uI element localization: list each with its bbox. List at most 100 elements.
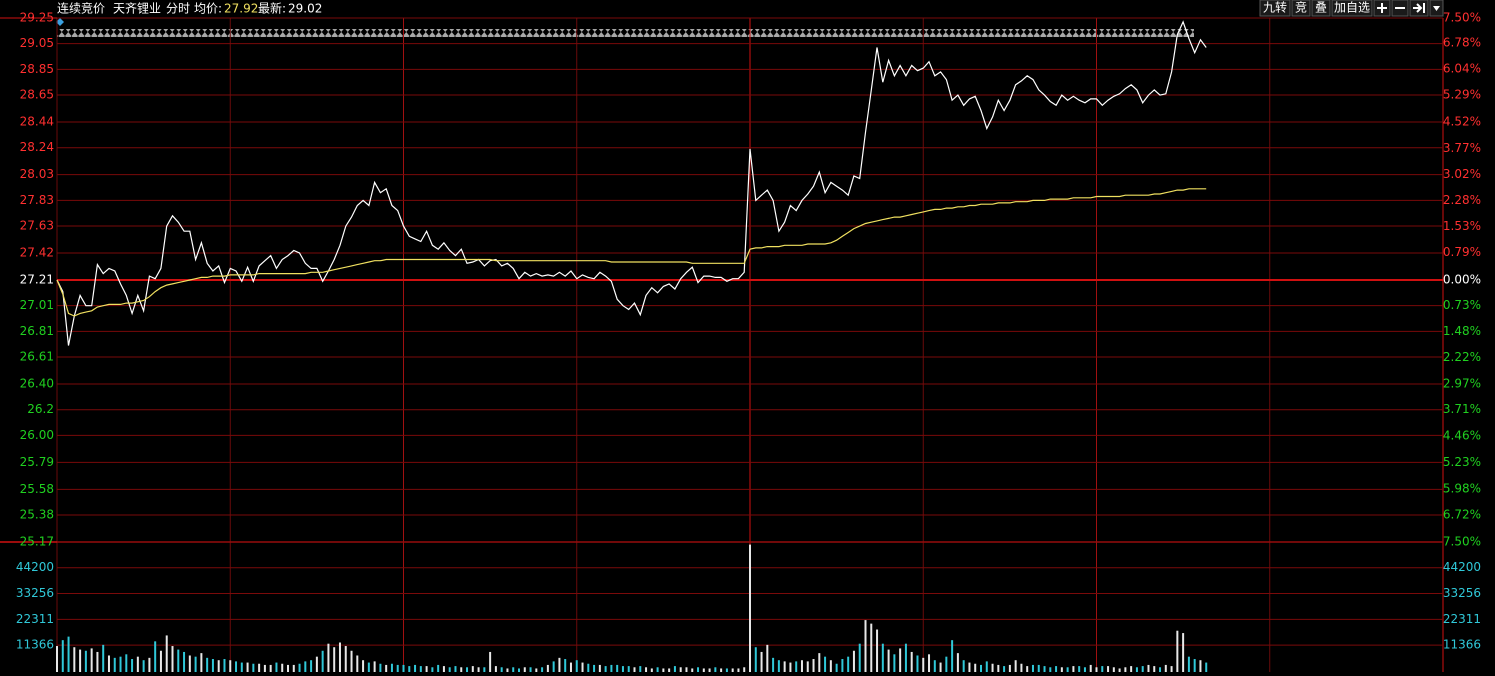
y2-tick-label: 2.97% — [1443, 376, 1481, 390]
volume-bar — [818, 653, 821, 672]
volume-bar — [1112, 667, 1115, 672]
volume-bar — [263, 664, 266, 672]
mode: 连续竞价 — [57, 1, 105, 16]
avg-price: 27.92 — [224, 2, 258, 16]
volume-bar — [899, 648, 902, 672]
volume-bar — [315, 656, 318, 672]
volume-bar — [281, 663, 284, 672]
volume-bar — [408, 666, 411, 672]
y-tick-label: 26.61 — [20, 350, 54, 364]
volume-bar — [500, 667, 503, 672]
y2-tick-label: 5.98% — [1443, 481, 1481, 495]
volume-bar — [390, 663, 393, 672]
volume-bar — [673, 666, 676, 672]
volume-tick-label: 44200 — [16, 560, 54, 574]
y-tick-label: 27.01 — [20, 298, 54, 312]
volume-bar — [939, 662, 942, 672]
y-tick-label: 28.85 — [20, 62, 54, 76]
volume-bar — [67, 636, 70, 672]
volume-bar — [974, 663, 977, 672]
y2-tick-label: 7.50% — [1443, 535, 1481, 549]
volume-tick-label: 11366 — [1443, 638, 1481, 652]
volume-bar — [980, 664, 982, 672]
header: 连续竞价 天齐锂业 分时 均价: 27.92 最新: 29.02 — [57, 1, 322, 16]
y-tick-label: 27.42 — [20, 246, 54, 260]
volume-bar — [1043, 666, 1046, 672]
volume-bar — [321, 650, 324, 672]
button[interactable]: 九转 — [1259, 0, 1291, 17]
jump-end[interactable] — [1409, 0, 1429, 17]
volume-bar — [84, 650, 87, 672]
y-tick-label: 28.03 — [20, 167, 54, 181]
volume-bar — [148, 657, 151, 672]
y-tick-label: 28.44 — [20, 115, 54, 129]
button-label[interactable]: 竞 — [1295, 1, 1307, 15]
volume-bar — [385, 664, 388, 672]
volume-bar — [835, 663, 838, 672]
toolbar: 九转 竞 叠 加自选 — [1259, 0, 1444, 17]
volume-bar — [945, 656, 948, 672]
volume-bar — [512, 667, 515, 672]
price-line — [56, 188, 1207, 317]
volume-bar — [546, 664, 549, 672]
button-label[interactable]: 加自选 — [1334, 1, 1370, 15]
volume-bar — [847, 656, 850, 672]
volume-bar — [367, 662, 370, 672]
zoom-out[interactable] — [1391, 0, 1409, 17]
y2-tick-label: 2.22% — [1443, 350, 1481, 364]
volume-bar — [240, 662, 243, 672]
y2-tick-label: 6.04% — [1443, 62, 1481, 76]
volume-bar — [541, 667, 544, 672]
volume-bar — [107, 655, 110, 672]
menu[interactable] — [1429, 0, 1444, 17]
volume-bar — [1159, 667, 1162, 672]
volume-bar — [171, 646, 174, 672]
volume-bar — [1193, 659, 1196, 672]
volume-bar — [96, 651, 99, 672]
volume-bar — [1031, 664, 1034, 672]
y2-tick-label: 3.77% — [1443, 141, 1481, 155]
button[interactable]: 叠 — [1311, 0, 1331, 17]
zoom-in[interactable] — [1373, 0, 1391, 17]
volume-bar — [720, 668, 723, 672]
volume-bar — [997, 664, 1000, 672]
volume-bar — [1170, 666, 1173, 672]
button[interactable]: 加自选 — [1331, 0, 1373, 17]
volume-bar — [327, 643, 330, 672]
y2-tick-label: 5.29% — [1443, 88, 1481, 102]
volume-bar — [743, 667, 746, 672]
volume-bar — [881, 643, 884, 672]
volume-tick-label: 44200 — [1443, 560, 1481, 574]
volume-bar — [1066, 667, 1069, 672]
volume-tick-label: 11366 — [16, 638, 54, 652]
volume-bar — [437, 664, 440, 672]
volume-bar — [1199, 660, 1202, 672]
y-tick-label: 26.00 — [20, 428, 54, 442]
volume-bar — [575, 660, 578, 672]
volume-bar — [1055, 666, 1058, 672]
volume-bar — [1107, 666, 1110, 672]
volume-bar — [494, 666, 497, 672]
y-tick-label: 25.58 — [20, 482, 54, 496]
volume-bar — [275, 662, 278, 672]
volume-bar — [269, 664, 272, 672]
button-label[interactable]: 叠 — [1315, 1, 1327, 15]
avg-label: 均价: — [194, 2, 222, 16]
y2-tick-label: 5.23% — [1443, 455, 1481, 469]
volume-bar — [1003, 666, 1006, 672]
volume-bar — [645, 667, 648, 672]
y2-tick-label: 3.71% — [1443, 402, 1481, 416]
button[interactable]: 竞 — [1291, 0, 1311, 17]
button-label[interactable]: 九转 — [1263, 0, 1287, 15]
y-tick-label: 26.2 — [27, 402, 54, 416]
y2-tick-label: 0.73% — [1443, 298, 1481, 312]
volume-bar — [812, 659, 815, 672]
volume-bar — [206, 657, 209, 672]
volume-bar — [864, 620, 867, 672]
volume-bar — [90, 648, 93, 672]
y-tick-label: 29.05 — [20, 36, 54, 50]
volume-bar — [136, 656, 139, 672]
y2-tick-label: 1.48% — [1443, 324, 1481, 338]
volume-bar — [466, 667, 469, 672]
